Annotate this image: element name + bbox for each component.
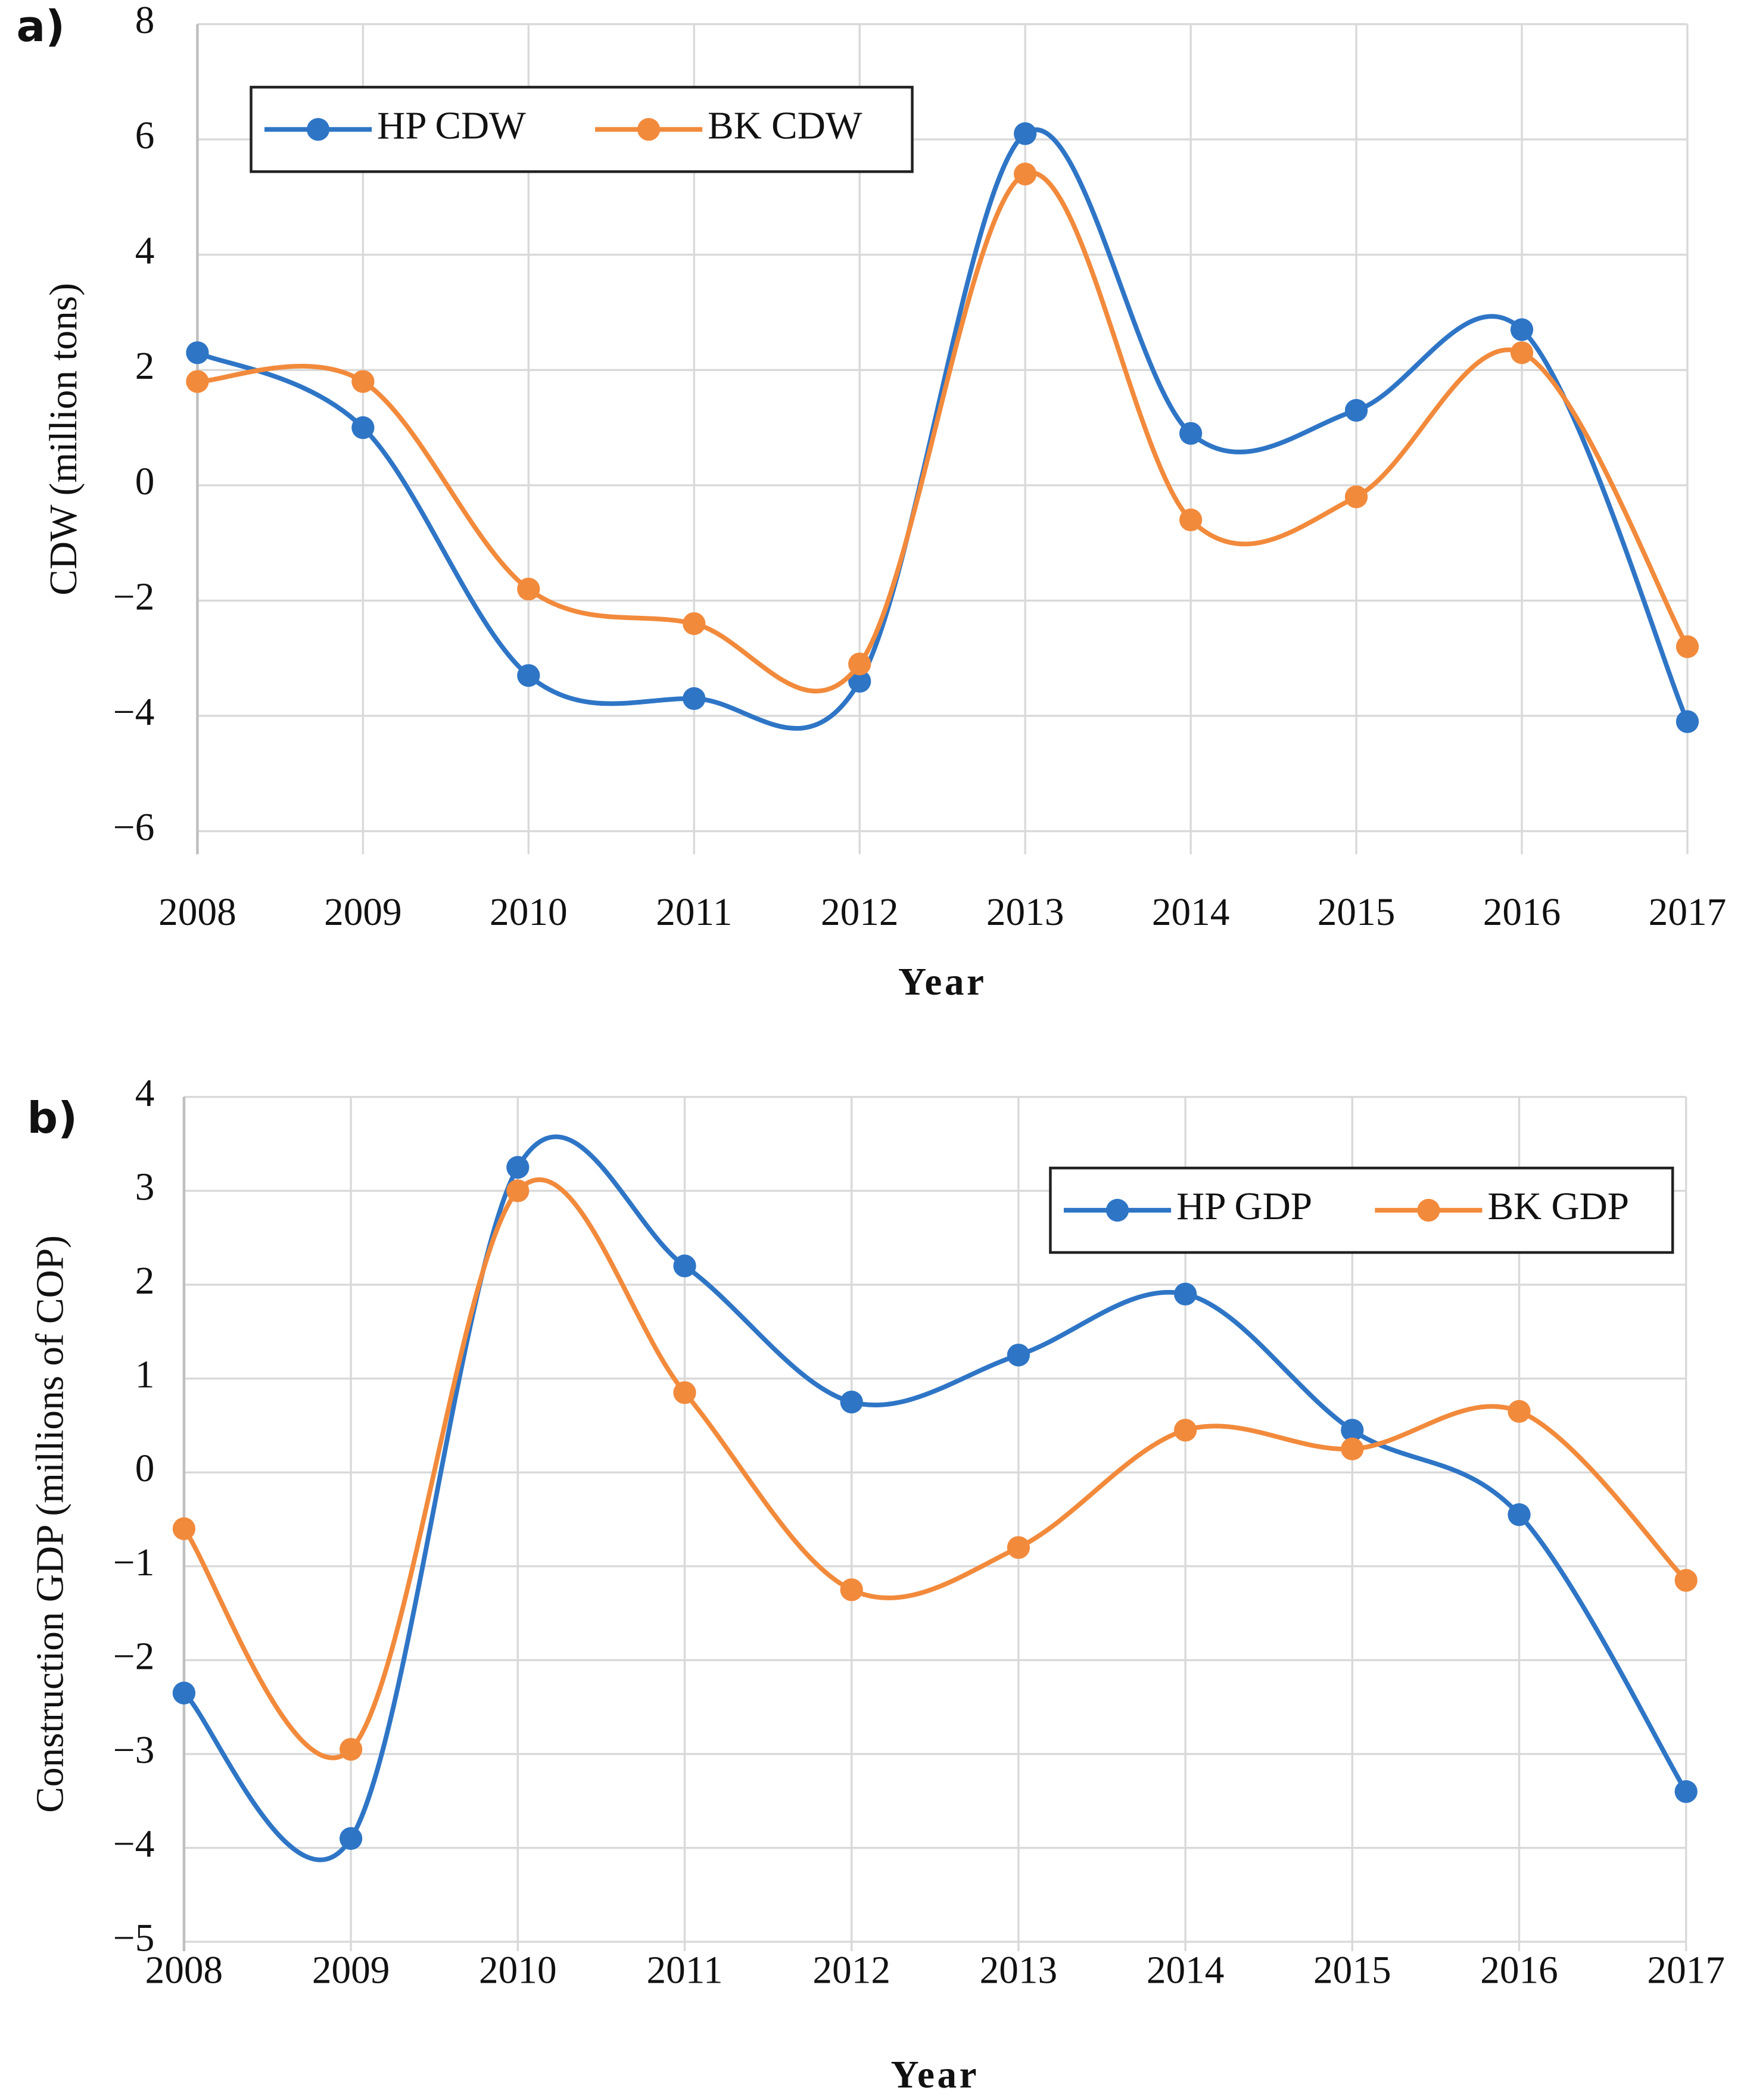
point (351, 416, 375, 440)
point (848, 652, 871, 676)
point (1676, 635, 1699, 658)
point (1510, 318, 1534, 341)
x-tick-label: 2010 (490, 891, 568, 934)
point (1508, 1400, 1531, 1423)
point (840, 1390, 863, 1414)
point (673, 1254, 696, 1278)
series-line (182, 1177, 1688, 1761)
panel-label: b) (27, 1093, 77, 1143)
y-tick-label: 2 (135, 1260, 155, 1303)
y-tick-label: −1 (113, 1541, 154, 1584)
y-tick-label: 2 (135, 345, 155, 388)
y-tick-label: 8 (135, 0, 155, 42)
y-axis-title: CDW (million tons) (42, 283, 85, 596)
point (848, 669, 871, 693)
legend-label: HP CDW (377, 104, 526, 147)
point (1344, 398, 1368, 422)
y-tick-label: −4 (113, 1823, 154, 1866)
point (1173, 1282, 1197, 1306)
point (1510, 341, 1534, 364)
point (339, 1738, 363, 1761)
point (1173, 1419, 1197, 1442)
y-tick-label: 6 (135, 114, 155, 157)
y-tick-label: −5 (113, 1917, 154, 1959)
point (1007, 1344, 1030, 1367)
x-tick-label: 2014 (1152, 891, 1230, 934)
point (673, 1381, 696, 1404)
y-axis-title: Construction GDP (millions of COP) (29, 1235, 72, 1813)
point (1344, 485, 1368, 509)
y-tick-label: 4 (135, 1072, 155, 1115)
x-tick-label: 2011 (646, 1949, 722, 1992)
x-tick-label: 2014 (1147, 1949, 1225, 1992)
point (1007, 1536, 1030, 1559)
legend-marker (1105, 1198, 1129, 1222)
x-tick-label: 2009 (324, 891, 402, 934)
y-tick-label: 1 (135, 1354, 155, 1397)
point (1341, 1437, 1364, 1460)
y-tick-label: −4 (113, 691, 154, 734)
point (172, 1681, 196, 1705)
panel-label: a) (16, 1, 65, 51)
y-tick-label: −6 (113, 806, 154, 849)
point (186, 341, 209, 364)
y-tick-label: −2 (113, 575, 154, 618)
x-tick-label: 2015 (1313, 1949, 1391, 1992)
x-tick-label: 2012 (812, 1949, 890, 1992)
point (1674, 1780, 1698, 1803)
x-axis-title: Year (898, 961, 987, 1004)
y-tick-label: 0 (135, 460, 155, 503)
x-tick-label: 2017 (1649, 891, 1727, 934)
point (186, 370, 209, 393)
point (1014, 122, 1037, 145)
point (840, 1578, 863, 1602)
point (351, 370, 375, 393)
x-tick-label: 2010 (479, 1949, 557, 1992)
x-tick-label: 2008 (158, 891, 236, 934)
x-tick-label: 2011 (656, 891, 732, 934)
y-tick-label: 4 (135, 230, 155, 273)
point (1014, 163, 1037, 186)
legend-marker (637, 118, 661, 141)
x-tick-label: 2012 (821, 891, 899, 934)
x-tick-label: 2008 (145, 1949, 223, 1992)
x-tick-label: 2013 (980, 1949, 1058, 1992)
series-line (197, 170, 1690, 694)
legend-marker (1417, 1198, 1440, 1222)
point (1676, 710, 1699, 733)
legend-label: BK GDP (1487, 1185, 1629, 1228)
y-tick-label: −3 (113, 1729, 154, 1772)
point (506, 1179, 530, 1202)
point (517, 577, 540, 601)
x-tick-label: 2015 (1318, 891, 1396, 934)
x-tick-label: 2013 (986, 891, 1064, 934)
point (1508, 1503, 1531, 1526)
x-axis-title: Year (891, 2054, 980, 2096)
point (339, 1827, 363, 1850)
y-tick-label: 0 (135, 1447, 155, 1490)
y-tick-label: −2 (113, 1635, 154, 1678)
point (1179, 508, 1203, 532)
point (683, 687, 706, 711)
legend-label: HP GDP (1176, 1185, 1312, 1228)
x-tick-label: 2016 (1483, 891, 1561, 934)
x-tick-label: 2009 (312, 1949, 390, 1992)
series-line (196, 127, 1690, 731)
legend-label: BK CDW (708, 104, 862, 147)
point (1341, 1419, 1364, 1442)
point (1179, 422, 1203, 445)
legend-marker (306, 118, 330, 141)
x-tick-label: 2016 (1480, 1949, 1558, 1992)
y-tick-label: 3 (135, 1166, 155, 1208)
point (683, 612, 706, 635)
point (506, 1155, 530, 1179)
point (1674, 1569, 1698, 1592)
point (172, 1517, 196, 1540)
point (517, 664, 540, 687)
x-tick-label: 2017 (1647, 1949, 1725, 1992)
